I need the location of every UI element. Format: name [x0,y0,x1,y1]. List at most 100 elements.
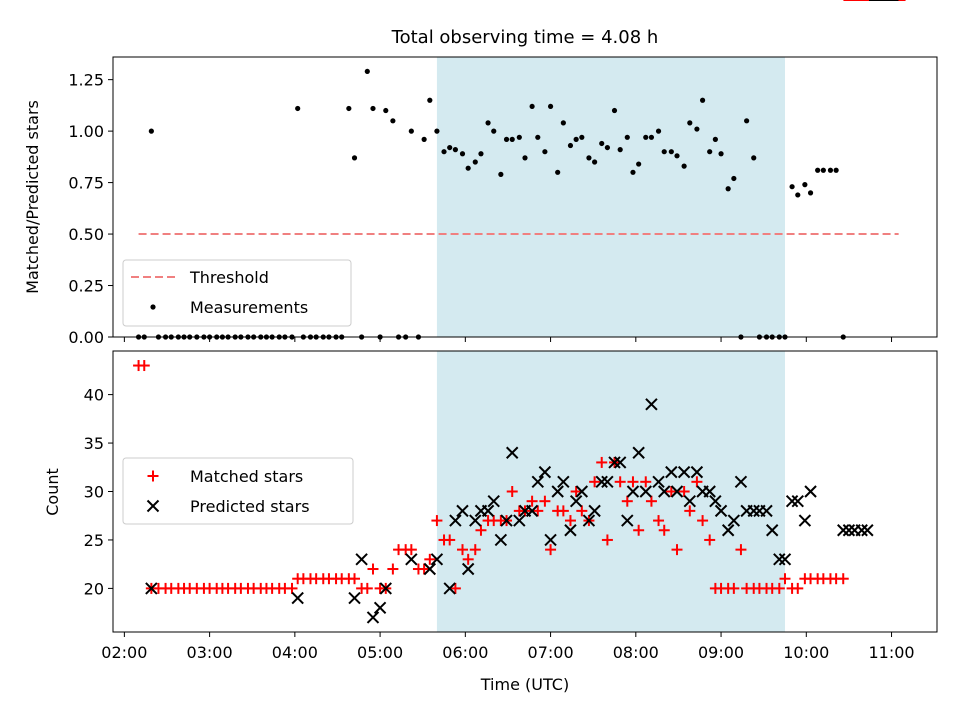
predicted-point [544,533,557,547]
matched-point [671,544,683,556]
measurement-point [370,105,376,112]
matched-point [564,515,576,527]
measurement-point [604,144,611,151]
predicted-point [481,504,495,518]
matched-point [469,544,481,556]
bottom-legend-box [122,457,354,525]
matched-point [361,582,373,594]
predicted-point [582,514,596,527]
measurement-point [148,128,154,134]
measurement-point [636,161,642,167]
bottom-y-ticks: 20 25 30 35 40 [84,386,113,598]
predicted-point [652,475,665,489]
predicted-point [513,514,526,527]
measurement-point [472,159,478,165]
matched-point [773,582,785,594]
predicted-point [608,456,621,469]
matched-point [704,534,716,546]
matched-point [658,524,670,536]
predicted-point [379,582,392,595]
matched-point [349,573,361,585]
measurement-point [725,186,731,192]
measurement-point [681,163,687,169]
predicted-point [842,524,856,537]
predicted-point [557,475,570,489]
predicted-point [632,446,645,459]
measurement-point [364,68,370,75]
measurement-point [447,144,453,151]
measurement-point [699,97,706,103]
measurement-point [560,120,566,126]
matched-point [449,582,461,594]
predicted-point [861,524,874,537]
measurement-point [712,136,718,142]
predicted-point [595,475,608,489]
x-tick-label: 07:00 [528,643,574,662]
predicted-point [765,524,779,537]
matched-point [444,534,456,546]
predicted-point [469,514,482,527]
matched-legend-label: Matched stars [190,467,303,486]
measurement-point [731,175,737,182]
bottom-highlight-span [436,351,785,632]
measurement-point [648,134,655,140]
top-y-axis-label: Matched/Predicted stars [23,100,42,294]
predicted-legend-marker [146,499,160,513]
measurement-point [434,128,440,134]
predicted-point [773,553,786,566]
measurement-point [465,165,471,171]
predicted-point [449,514,462,527]
predicted-point [575,485,589,498]
measurements-legend-marker [150,304,156,310]
matched-point [570,486,582,497]
measurements-series [135,68,846,340]
measurement-point [617,147,623,153]
measurement-point [802,182,808,188]
x-tick-label: 05:00 [357,643,403,662]
predicted-legend-symbol [146,499,160,513]
matched-point [589,476,601,488]
predicted-point [778,553,792,566]
matched-point [691,476,703,488]
matched-point [367,563,379,575]
top-highlight-span [436,57,785,337]
matched-point [462,553,474,565]
matched-point [614,476,626,488]
matched-point [418,563,430,575]
measurement-point [351,155,358,161]
matched-point [735,544,747,556]
matched-point [645,495,657,507]
matched-point [539,495,551,507]
measurement-point [547,103,554,110]
measurement-point [707,149,713,155]
matched-point [678,486,690,497]
predicted-point [855,524,868,537]
measurement-point [346,105,352,112]
predicted-point [564,524,577,537]
top-y-ticks: 0.00 0.25 0.50 0.75 1.00 1.25 [68,71,113,347]
measurement-point [795,192,801,198]
measurement-point [295,105,301,112]
measurement-point [408,128,414,134]
bottom-x-ticks: 02:00 03:00 04:00 05:00 06:00 07:00 08:00 09:00… [101,632,915,662]
top-y-tick-label: 0.00 [68,328,104,347]
matched-point [684,505,696,517]
x-tick-label: 04:00 [272,643,318,662]
measurement-point [491,128,497,134]
bottom-y-tick-label: 40 [84,386,104,405]
bottom-y-tick-label: 25 [84,531,104,550]
measurement-point [498,171,504,177]
predicted-point [727,514,741,527]
threshold-legend-label: Threshold [189,268,269,287]
predicted-point [734,475,748,489]
measurement-point [630,169,636,175]
matched-point [665,486,677,497]
measurement-point [807,190,814,196]
measurement-point [573,136,579,142]
measurement-point [611,107,618,114]
measurement-point [441,149,447,155]
measurement-point [655,128,662,134]
predicted-point [569,494,583,508]
predicted-point [500,514,513,527]
matched-point [697,515,709,527]
